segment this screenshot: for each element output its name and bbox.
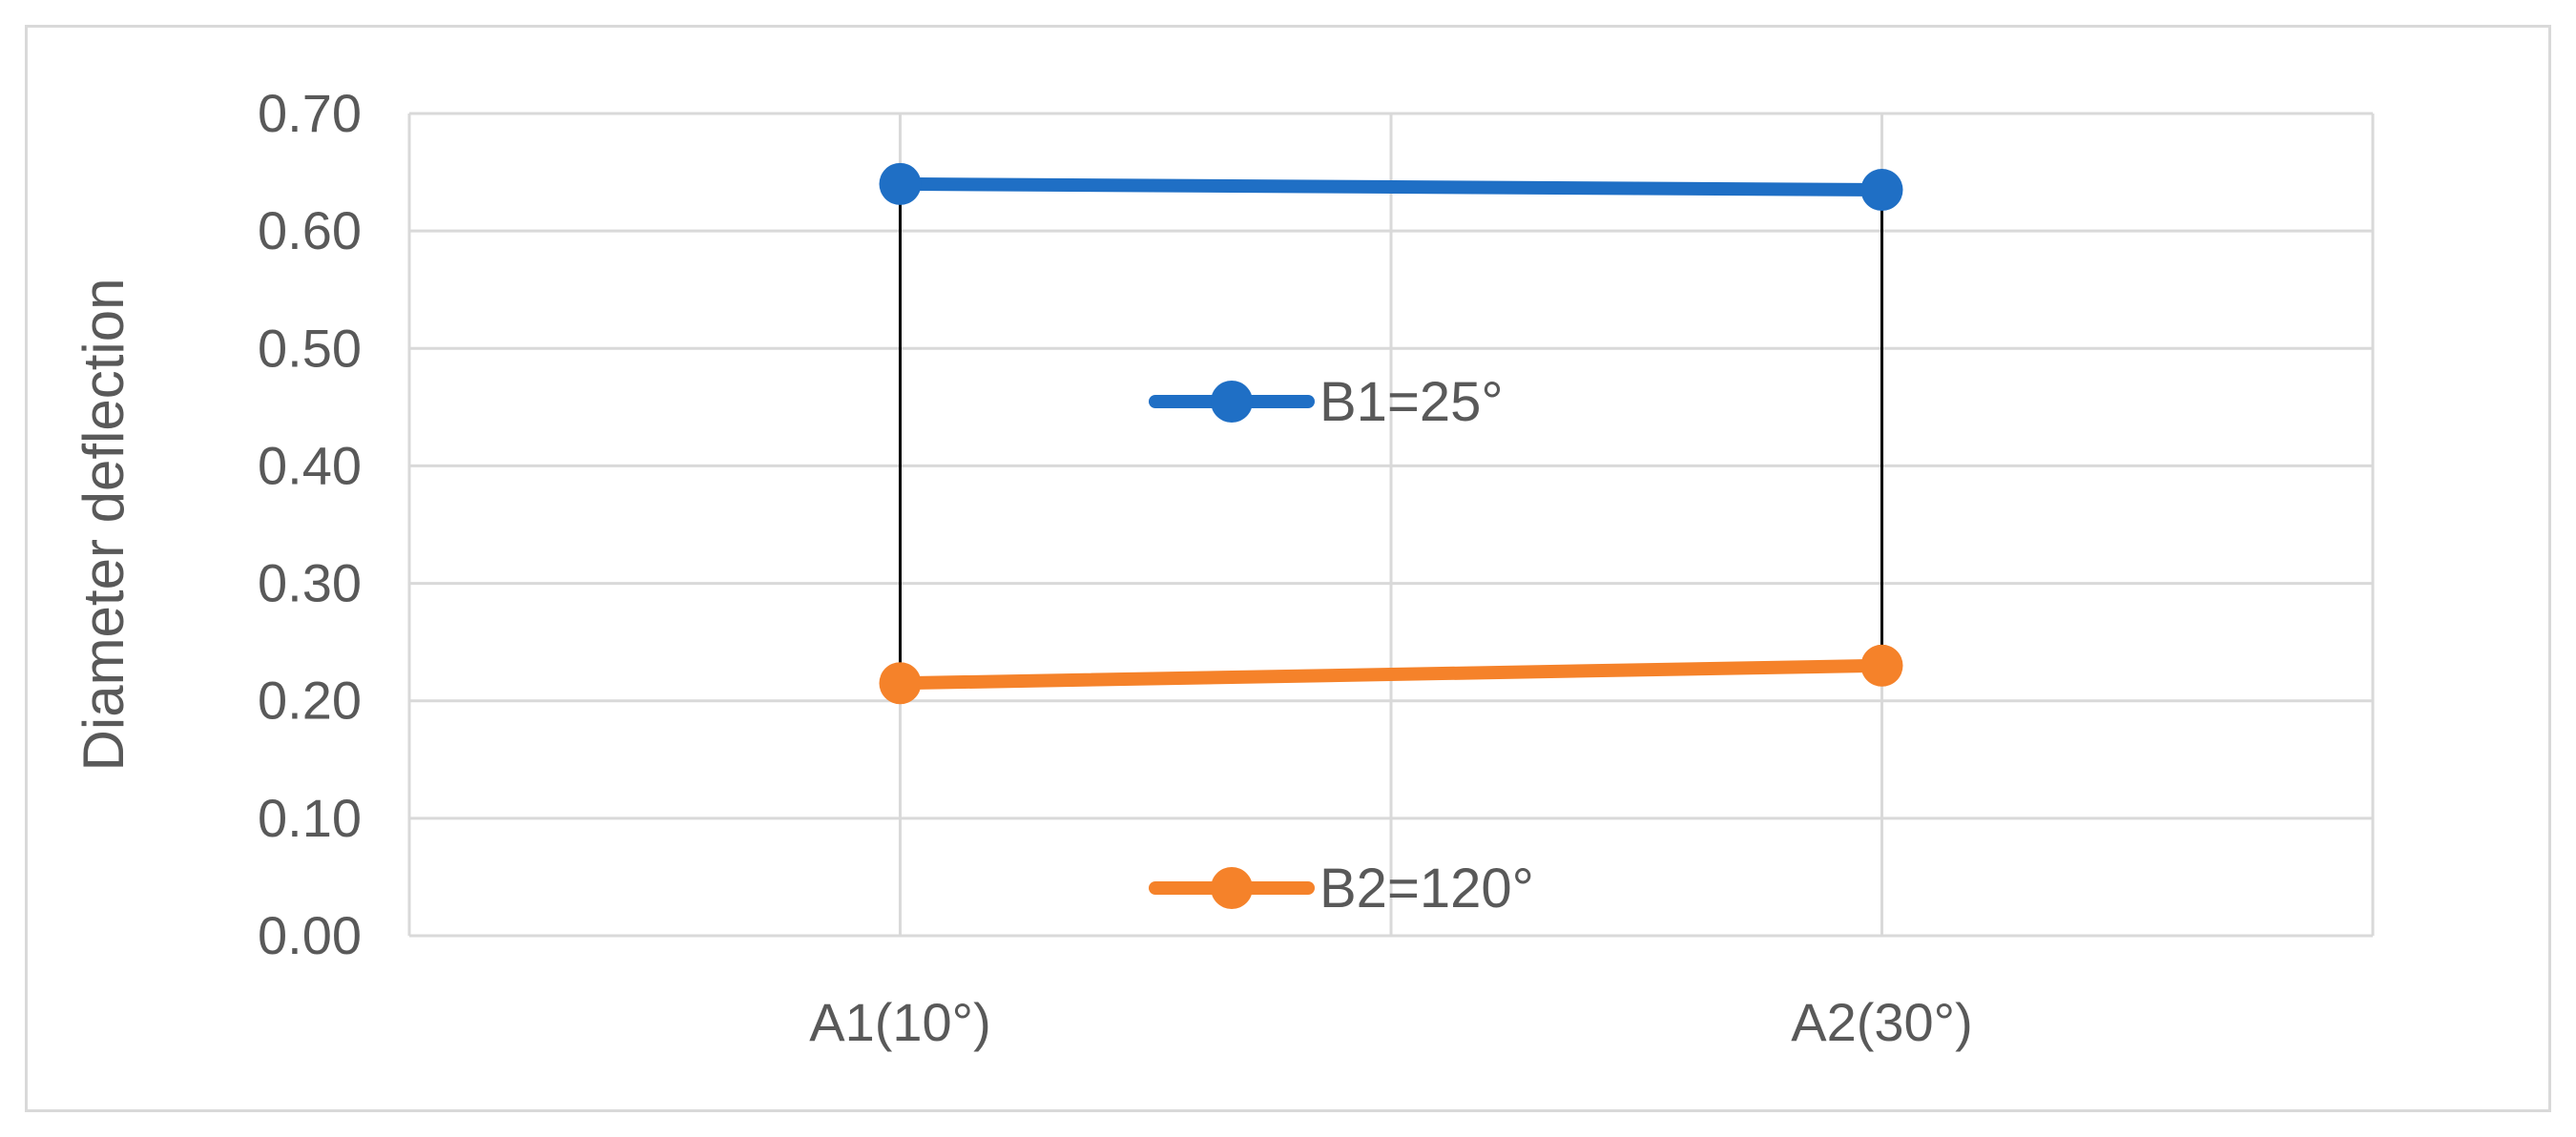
legend-item: B2=120° — [1149, 858, 1534, 920]
chart-frame: 0.00 0.10 0.20 0.30 0.40 0.50 0.60 0.70 A1(10°)… — [25, 25, 2551, 1112]
y-tick-label: 0.10 — [258, 788, 362, 848]
legend-swatch-marker — [1211, 867, 1253, 909]
y-tick-label: 0.30 — [258, 553, 362, 613]
y-axis-title: Diameter deflection — [72, 279, 135, 772]
series-line-1 — [893, 176, 1889, 197]
legend-item: B1=25° — [1149, 371, 1504, 433]
series-line-2 — [893, 658, 1889, 691]
x-tick-label: A1(10°) — [809, 992, 990, 1052]
y-tick-label: 0.50 — [258, 318, 362, 378]
y-tick-label: 0.00 — [258, 905, 362, 965]
y-tick-label: 0.70 — [258, 83, 362, 143]
y-tick-label: 0.20 — [258, 671, 362, 731]
legend-swatch-marker — [1211, 381, 1253, 423]
legend-label: B2=120° — [1319, 858, 1534, 920]
y-tick-label: 0.60 — [258, 200, 362, 260]
x-tick-label: A2(30°) — [1791, 992, 1972, 1052]
data-point — [879, 662, 922, 705]
data-point — [879, 162, 922, 205]
legend-label: B1=25° — [1319, 371, 1504, 433]
line-chart: 0.00 0.10 0.20 0.30 0.40 0.50 0.60 0.70 A1(10°)… — [72, 83, 2375, 1052]
data-point — [1860, 644, 1903, 687]
data-point — [1860, 169, 1903, 212]
y-tick-label: 0.40 — [258, 435, 362, 495]
